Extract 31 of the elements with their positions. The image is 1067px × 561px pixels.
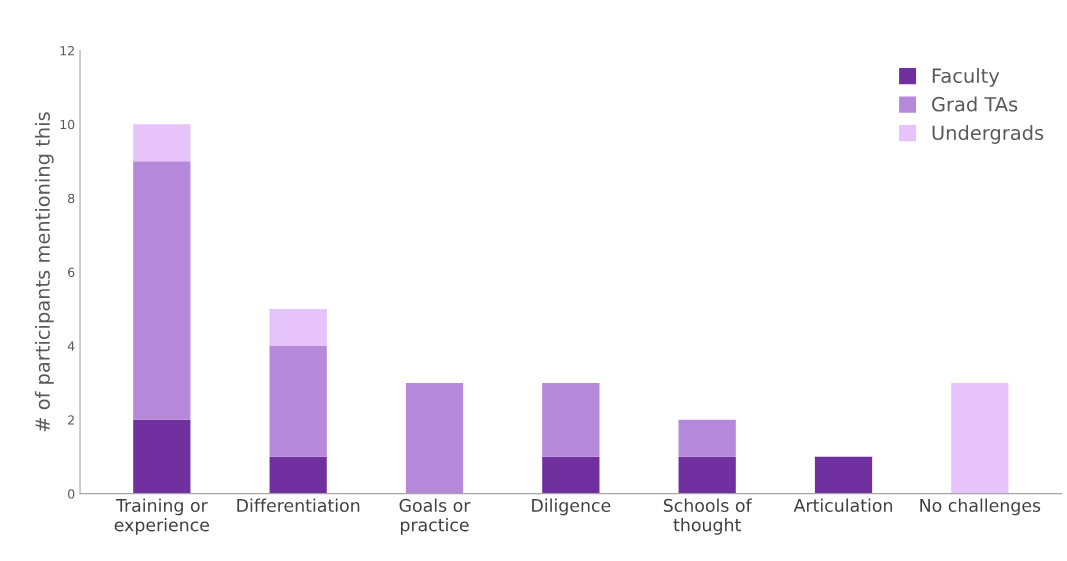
y-tick-label: 6 [68,267,75,278]
legend-label: Grad TAs [932,96,1018,112]
y-tick-label: 2 [68,415,74,425]
bar [678,456,736,494]
y-tick-label: 0 [68,489,75,499]
bar [269,345,327,457]
y-tick-label: 4 [67,341,75,351]
bar [542,456,600,494]
bar [405,382,464,494]
legend-label: Faculty [932,67,1000,87]
x-tick-label: Diligence [532,498,611,516]
bar [542,382,600,457]
bar [678,419,736,457]
y-tick-label: 10 [60,119,75,130]
bar [133,419,191,494]
bar [814,456,873,494]
x-tick-label: No challenges [920,498,1041,516]
bar [133,124,191,162]
bar [133,161,191,420]
y-tick-label: 12 [60,45,74,56]
legend-label: Undergrads [932,125,1044,144]
x-tick-label: Training or experience [114,498,210,535]
y-axis-title: # of participants mentioning this [34,112,54,432]
bar [269,456,327,494]
x-tick-label: Schools of thought [663,498,752,535]
x-tick-label: Differentiation [237,498,360,512]
bar [269,309,327,346]
x-tick-label: Articulation [793,498,893,512]
y-tick-label: 8 [68,193,75,204]
bar [951,382,1009,494]
x-tick-label: Goals or practice [399,498,471,535]
